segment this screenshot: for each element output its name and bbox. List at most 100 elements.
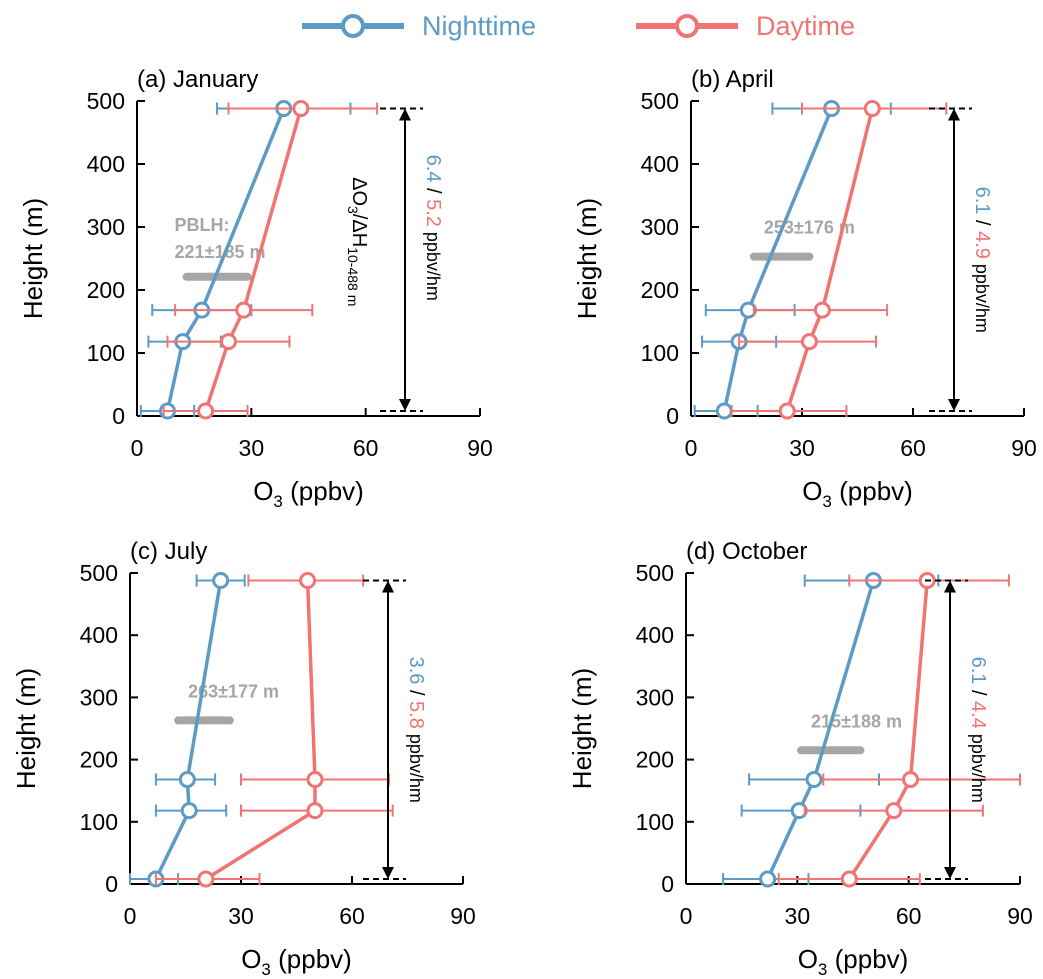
nighttime-legend-marker	[302, 14, 404, 38]
x-axis-label: O3 (ppbv)	[241, 944, 352, 979]
day-series-line	[203, 108, 303, 412]
x-tick-label: 30	[785, 903, 811, 929]
x-tick-label: 60	[896, 903, 922, 929]
day-point	[219, 333, 237, 351]
day-point	[197, 870, 215, 888]
legend-label-nighttime: Nighttime	[422, 10, 537, 41]
y-tick-label: 100	[641, 340, 679, 366]
height-arrow-head-bottom	[399, 398, 411, 411]
panel-title: (c) July	[130, 538, 207, 565]
x-label-sub: 3	[822, 492, 831, 511]
day-point	[813, 301, 831, 319]
day-point	[800, 333, 818, 351]
day-point	[292, 100, 310, 118]
x-tick-label: 0	[131, 435, 144, 461]
day-point	[863, 100, 881, 118]
x-label-o: O	[802, 476, 822, 506]
delta-o3-label: ΔO3/ΔH10-488 m	[345, 177, 370, 306]
y-tick-label: 100	[636, 809, 674, 835]
gradient-label: 6.1 / 4.4 ppbv/hm	[967, 657, 989, 803]
y-axis-label: Height (m)	[18, 198, 48, 319]
day-series-line	[204, 580, 317, 881]
y-tick-label: 400	[80, 622, 118, 648]
x-tick-label: 30	[228, 903, 254, 929]
night-point	[180, 802, 198, 820]
height-arrow-head-top	[944, 580, 956, 593]
y-tick-label: 300	[641, 214, 679, 240]
day-point	[885, 802, 903, 820]
y-tick-label: 300	[636, 684, 674, 710]
x-tick-label: 60	[900, 435, 926, 461]
night-point	[715, 402, 733, 420]
y-axis-label: Height (m)	[11, 668, 41, 789]
night-point	[759, 870, 777, 888]
x-tick-label: 60	[353, 435, 379, 461]
night-series-line	[154, 580, 223, 880]
height-arrow-head-top	[399, 108, 411, 121]
panel-3: (c) July 0 100 200 300 400 500 0 30 60 90 O3 (ppbv)…	[11, 538, 476, 979]
delta-h: /ΔH	[348, 214, 370, 247]
day-point	[840, 870, 858, 888]
gradient-day-value: 5.2	[422, 199, 444, 227]
y-tick-label: 400	[636, 622, 674, 648]
night-series-line	[766, 579, 876, 880]
x-label-o: O	[241, 944, 261, 974]
pblh-label: 221±185 m	[175, 242, 266, 262]
y-axis-label: Height (m)	[572, 198, 602, 319]
pblh-label: 263±177 m	[188, 681, 279, 701]
x-label-sub: 3	[273, 492, 282, 511]
height-arrow-head-bottom	[944, 867, 956, 880]
y-tick-label: 200	[636, 747, 674, 773]
legend-nighttime: Nighttime	[298, 8, 536, 44]
pblh-label: 215±188 m	[811, 711, 902, 731]
night-point	[805, 771, 823, 789]
x-label-o: O	[798, 944, 818, 974]
gradient-separator: /	[967, 684, 989, 701]
gradient-separator: /	[422, 182, 444, 199]
y-axis-label: Height (m)	[567, 668, 597, 789]
x-tick-label: 0	[124, 903, 137, 929]
gradient-unit: ppbv/hm	[423, 227, 443, 301]
day-point	[299, 571, 317, 589]
y-tick-label: 0	[105, 871, 118, 897]
x-label-o: O	[253, 476, 273, 506]
pblh-label: PBLH:	[175, 215, 230, 235]
panel-title: (d) October	[686, 538, 807, 565]
x-label-sub: 3	[818, 960, 827, 979]
day-point	[778, 402, 796, 420]
y-tick-label: 500	[80, 560, 118, 586]
x-axis-label: O3 (ppbv)	[253, 476, 364, 511]
gradient-label: 6.4 / 5.2 ppbv/hm	[422, 155, 444, 301]
night-series-line	[165, 107, 286, 412]
x-tick-label: 0	[680, 903, 693, 929]
gradient-day-value: 5.8	[405, 701, 427, 729]
gradient-night-value: 3.6	[405, 657, 427, 685]
x-label-unit: (ppbv)	[832, 476, 913, 506]
x-label-sub: 3	[261, 960, 270, 979]
x-tick-label: 30	[789, 435, 815, 461]
x-axis-label: O3 (ppbv)	[798, 944, 909, 979]
gradient-night-value: 6.1	[967, 657, 989, 685]
panel-title: (a) January	[137, 66, 258, 93]
gradient-unit: ppbv/hm	[406, 729, 426, 803]
legend-daytime: Daytime	[632, 8, 855, 44]
x-label-unit: (ppbv)	[283, 476, 364, 506]
y-tick-label: 100	[87, 340, 125, 366]
y-tick-label: 0	[112, 403, 125, 429]
x-tick-label: 90	[450, 903, 476, 929]
day-point	[306, 771, 324, 789]
height-arrow-head-bottom	[948, 398, 960, 411]
day-point	[235, 301, 253, 319]
y-tick-label: 500	[87, 88, 125, 114]
gradient-label: 3.6 / 5.8 ppbv/hm	[405, 657, 427, 803]
delta-sub1: 3	[345, 206, 361, 214]
delta-sub2: 10-488 m	[345, 247, 361, 306]
y-tick-label: 200	[87, 277, 125, 303]
height-arrow-head-top	[382, 580, 394, 593]
gradient-night-value: 6.1	[971, 187, 993, 215]
day-series-line	[847, 580, 929, 880]
y-tick-label: 400	[641, 151, 679, 177]
height-arrow-head-top	[948, 108, 960, 121]
daytime-legend-marker	[636, 14, 738, 38]
